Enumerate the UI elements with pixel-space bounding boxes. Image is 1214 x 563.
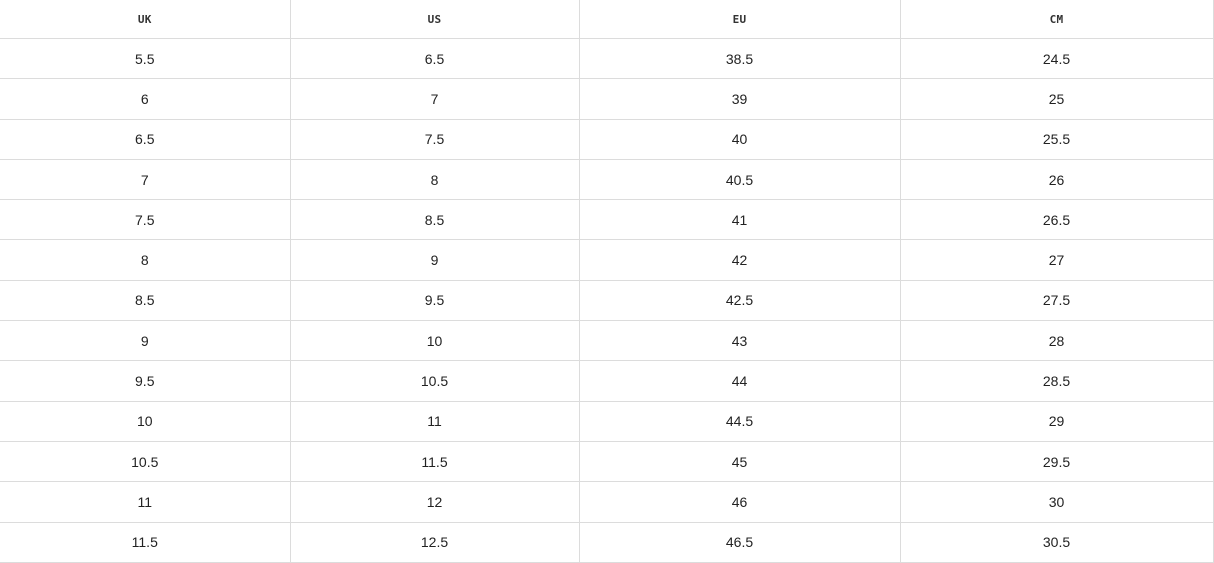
cell-uk: 8.5	[0, 280, 291, 322]
cell-uk: 9	[0, 320, 291, 362]
cell-us: 8.5	[290, 199, 580, 241]
table-row: 11.5 12.5 46.5 30.5	[0, 522, 1214, 563]
header-us: US	[290, 0, 580, 39]
cell-us: 11	[290, 401, 580, 442]
cell-uk: 11	[0, 481, 291, 523]
cell-us: 7.5	[290, 119, 580, 160]
cell-cm: 28	[900, 320, 1214, 362]
cell-us: 9.5	[290, 280, 580, 322]
cell-cm: 25.5	[900, 119, 1214, 160]
cell-us: 11.5	[290, 441, 580, 483]
header-cm: CM	[900, 0, 1214, 39]
cell-us: 12.5	[290, 522, 580, 563]
cell-cm: 24.5	[900, 38, 1214, 80]
cell-eu: 42.5	[579, 280, 901, 322]
cell-eu: 38.5	[579, 38, 901, 80]
cell-cm: 28.5	[900, 360, 1214, 402]
cell-uk: 11.5	[0, 522, 291, 563]
header-uk: UK	[0, 0, 291, 39]
cell-us: 8	[290, 159, 580, 201]
cell-cm: 29.5	[900, 441, 1214, 483]
table-body: 5.5 6.5 38.5 24.5 6 7 39 25 6.5 7.5 40 25.5 7 8 40.5 26…	[0, 38, 1214, 563]
cell-cm: 26	[900, 159, 1214, 201]
table-row: 9 10 43 28	[0, 320, 1214, 362]
table-row: 7 8 40.5 26	[0, 159, 1214, 201]
cell-us: 7	[290, 78, 580, 120]
cell-us: 10.5	[290, 360, 580, 402]
table-row: 6.5 7.5 40 25.5	[0, 119, 1214, 160]
table-row: 10.5 11.5 45 29.5	[0, 441, 1214, 483]
cell-eu: 44.5	[579, 401, 901, 442]
cell-uk: 8	[0, 239, 291, 281]
cell-cm: 30.5	[900, 522, 1214, 563]
cell-us: 10	[290, 320, 580, 362]
table-row: 7.5 8.5 41 26.5	[0, 199, 1214, 241]
table-row: 9.5 10.5 44 28.5	[0, 360, 1214, 402]
cell-eu: 40	[579, 119, 901, 160]
table-row: 10 11 44.5 29	[0, 401, 1214, 442]
cell-eu: 46.5	[579, 522, 901, 563]
cell-eu: 41	[579, 199, 901, 241]
cell-uk: 10.5	[0, 441, 291, 483]
cell-cm: 25	[900, 78, 1214, 120]
cell-eu: 46	[579, 481, 901, 523]
cell-us: 12	[290, 481, 580, 523]
cell-cm: 29	[900, 401, 1214, 442]
cell-eu: 40.5	[579, 159, 901, 201]
header-row: UK US EU CM	[0, 0, 1214, 39]
cell-us: 6.5	[290, 38, 580, 80]
table-row: 6 7 39 25	[0, 78, 1214, 120]
cell-cm: 26.5	[900, 199, 1214, 241]
cell-uk: 7	[0, 159, 291, 201]
table-row: 11 12 46 30	[0, 481, 1214, 523]
cell-eu: 39	[579, 78, 901, 120]
cell-eu: 43	[579, 320, 901, 362]
cell-uk: 7.5	[0, 199, 291, 241]
table-row: 5.5 6.5 38.5 24.5	[0, 38, 1214, 80]
cell-cm: 27	[900, 239, 1214, 281]
cell-uk: 6	[0, 78, 291, 120]
cell-uk: 10	[0, 401, 291, 442]
table-row: 8 9 42 27	[0, 239, 1214, 281]
header-eu: EU	[579, 0, 901, 39]
cell-cm: 30	[900, 481, 1214, 523]
cell-eu: 44	[579, 360, 901, 402]
cell-uk: 9.5	[0, 360, 291, 402]
cell-cm: 27.5	[900, 280, 1214, 322]
table-row: 8.5 9.5 42.5 27.5	[0, 280, 1214, 322]
cell-eu: 45	[579, 441, 901, 483]
cell-eu: 42	[579, 239, 901, 281]
cell-uk: 6.5	[0, 119, 291, 160]
cell-us: 9	[290, 239, 580, 281]
cell-uk: 5.5	[0, 38, 291, 80]
